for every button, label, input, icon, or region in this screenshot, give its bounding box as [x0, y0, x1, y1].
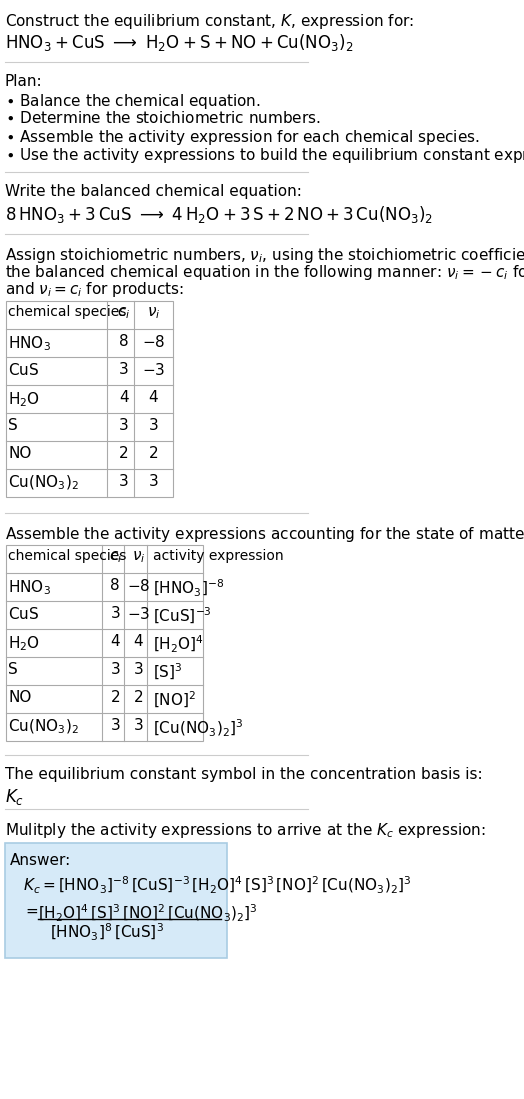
Text: $=$: $=$ — [23, 903, 39, 918]
Text: activity expression: activity expression — [153, 550, 283, 563]
Text: 3: 3 — [149, 474, 158, 489]
Text: S: S — [8, 418, 18, 433]
Text: $\mathrm{8\,HNO_3 + 3\,CuS\ \longrightarrow\ 4\,H_2O + 3\,S + 2\,NO + 3\,Cu(NO_3: $\mathrm{8\,HNO_3 + 3\,CuS\ \longrightar… — [5, 204, 433, 225]
Text: $[\mathrm{CuS}]^{-3}$: $[\mathrm{CuS}]^{-3}$ — [153, 606, 212, 626]
Text: $\mathrm{H_2O}$: $\mathrm{H_2O}$ — [8, 634, 40, 653]
Text: $K_c = [\mathrm{HNO_3}]^{-8}\,[\mathrm{CuS}]^{-3}\,[\mathrm{H_2O}]^4\,[\mathrm{S: $K_c = [\mathrm{HNO_3}]^{-8}\,[\mathrm{C… — [23, 875, 411, 896]
Text: Assign stoichiometric numbers, $\nu_i$, using the stoichiometric coefficients, $: Assign stoichiometric numbers, $\nu_i$, … — [5, 246, 524, 265]
FancyBboxPatch shape — [6, 545, 203, 741]
Text: $c_i$: $c_i$ — [117, 306, 130, 321]
Text: $K_c$: $K_c$ — [5, 787, 24, 807]
Text: $\bullet$ Balance the chemical equation.: $\bullet$ Balance the chemical equation. — [5, 92, 260, 111]
Text: 3: 3 — [119, 362, 128, 377]
Text: $[\mathrm{HNO_3}]^8\,[\mathrm{CuS}]^3$: $[\mathrm{HNO_3}]^8\,[\mathrm{CuS}]^3$ — [50, 922, 163, 943]
Text: $-8$: $-8$ — [142, 334, 165, 349]
Text: $\mathrm{Cu(NO_3)_2}$: $\mathrm{Cu(NO_3)_2}$ — [8, 474, 79, 492]
Text: 4: 4 — [149, 390, 158, 406]
Text: 3: 3 — [111, 662, 120, 677]
Text: $[\mathrm{Cu(NO_3)_2}]^{3}$: $[\mathrm{Cu(NO_3)_2}]^{3}$ — [153, 718, 243, 740]
Text: $-3$: $-3$ — [127, 606, 150, 622]
Text: Assemble the activity expressions accounting for the state of matter and $\nu_i$: Assemble the activity expressions accoun… — [5, 525, 524, 544]
Text: NO: NO — [8, 690, 32, 704]
Text: $\mathrm{CuS}$: $\mathrm{CuS}$ — [8, 362, 39, 378]
Text: 4: 4 — [111, 634, 120, 650]
Text: 2: 2 — [111, 690, 120, 704]
Text: $\bullet$ Use the activity expressions to build the equilibrium constant express: $\bullet$ Use the activity expressions t… — [5, 146, 524, 165]
Text: $\nu_i$: $\nu_i$ — [147, 306, 160, 321]
Text: $\mathrm{Cu(NO_3)_2}$: $\mathrm{Cu(NO_3)_2}$ — [8, 718, 79, 736]
Text: 3: 3 — [111, 606, 120, 621]
Text: $[\mathrm{S}]^{3}$: $[\mathrm{S}]^{3}$ — [153, 662, 182, 682]
Text: Construct the equilibrium constant, $K$, expression for:: Construct the equilibrium constant, $K$,… — [5, 12, 414, 31]
Text: $c_i$: $c_i$ — [108, 550, 122, 565]
Text: 3: 3 — [111, 718, 120, 733]
Text: 3: 3 — [134, 718, 144, 733]
Text: Mulitply the activity expressions to arrive at the $K_c$ expression:: Mulitply the activity expressions to arr… — [5, 821, 485, 840]
Text: $\mathrm{HNO_3}$: $\mathrm{HNO_3}$ — [8, 334, 51, 353]
Text: $\mathrm{H_2O}$: $\mathrm{H_2O}$ — [8, 390, 40, 409]
Text: $\mathrm{HNO_3 + CuS\ \longrightarrow\ H_2O + S + NO + Cu(NO_3)_2}$: $\mathrm{HNO_3 + CuS\ \longrightarrow\ H… — [5, 32, 353, 53]
Text: 4: 4 — [134, 634, 144, 650]
Text: The equilibrium constant symbol in the concentration basis is:: The equilibrium constant symbol in the c… — [5, 767, 483, 782]
Text: Plan:: Plan: — [5, 74, 42, 89]
Text: 2: 2 — [119, 446, 128, 460]
Text: $\nu_i$: $\nu_i$ — [132, 550, 145, 565]
Text: chemical species: chemical species — [8, 306, 127, 319]
Text: S: S — [8, 662, 18, 677]
Text: $-3$: $-3$ — [142, 362, 165, 378]
Text: the balanced chemical equation in the following manner: $\nu_i = -c_i$ for react: the balanced chemical equation in the fo… — [5, 263, 524, 282]
Text: $[\mathrm{H_2O}]^{4}$: $[\mathrm{H_2O}]^{4}$ — [153, 634, 204, 655]
Text: $[\mathrm{HNO_3}]^{-8}$: $[\mathrm{HNO_3}]^{-8}$ — [153, 578, 224, 599]
Text: Write the balanced chemical equation:: Write the balanced chemical equation: — [5, 184, 302, 199]
Text: NO: NO — [8, 446, 32, 460]
Text: $\mathrm{HNO_3}$: $\mathrm{HNO_3}$ — [8, 578, 51, 597]
Text: $\bullet$ Determine the stoichiometric numbers.: $\bullet$ Determine the stoichiometric n… — [5, 110, 321, 126]
Text: chemical species: chemical species — [8, 550, 127, 563]
FancyBboxPatch shape — [5, 843, 227, 958]
Text: $-8$: $-8$ — [127, 578, 150, 593]
Text: $\mathrm{CuS}$: $\mathrm{CuS}$ — [8, 606, 39, 622]
Text: 3: 3 — [149, 418, 158, 433]
Text: 3: 3 — [134, 662, 144, 677]
Text: 8: 8 — [119, 334, 128, 349]
FancyBboxPatch shape — [6, 301, 173, 497]
Text: 4: 4 — [119, 390, 128, 406]
Text: Answer:: Answer: — [9, 853, 71, 868]
Text: 3: 3 — [119, 418, 128, 433]
Text: 2: 2 — [149, 446, 158, 460]
Text: 3: 3 — [119, 474, 128, 489]
Text: $[\mathrm{NO}]^{2}$: $[\mathrm{NO}]^{2}$ — [153, 690, 196, 710]
Text: and $\nu_i = c_i$ for products:: and $\nu_i = c_i$ for products: — [5, 280, 184, 299]
Text: 8: 8 — [111, 578, 120, 593]
Text: $\bullet$ Assemble the activity expression for each chemical species.: $\bullet$ Assemble the activity expressi… — [5, 127, 479, 147]
Text: 2: 2 — [134, 690, 144, 704]
Text: $[\mathrm{H_2O}]^4\,[\mathrm{S}]^3\,[\mathrm{NO}]^2\,[\mathrm{Cu(NO_3)_2}]^3$: $[\mathrm{H_2O}]^4\,[\mathrm{S}]^3\,[\ma… — [38, 903, 257, 924]
